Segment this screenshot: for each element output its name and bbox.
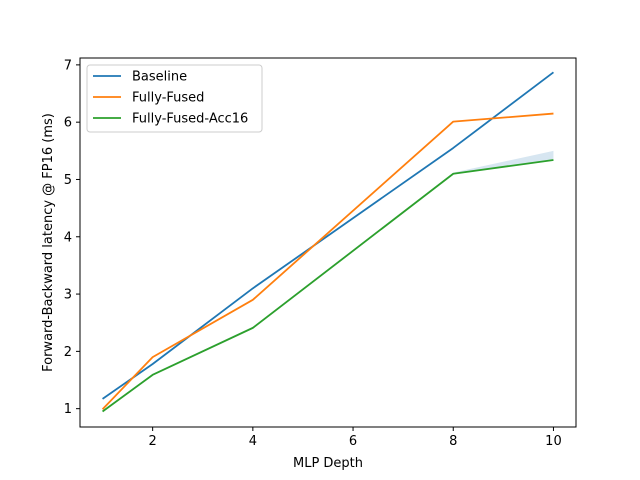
y-tick-label: 6 [64,116,72,131]
plot-frame [79,57,577,428]
x-axis-label: MLP Depth [293,456,363,471]
x-axis-ticks: 2 4 6 8 10 [149,427,562,449]
y-tick-label: 7 [64,58,72,73]
series-line [102,159,554,413]
y-axis-ticks: 1 2 3 4 5 6 7 [64,58,80,417]
series-layer [101,71,554,413]
legend-label: Fully-Fused [132,91,204,106]
x-tick-label: 6 [349,434,357,449]
series-line [101,112,554,410]
legend-label: Baseline [132,70,187,85]
y-tick-label: 4 [64,230,72,245]
legend-box [86,64,263,133]
x-tick-label: 8 [449,434,457,449]
y-axis-label: Forward-Backward latency @ FP16 (ms) [41,113,56,372]
legend-label: Fully-Fused-Acc16 [132,112,248,127]
x-tick-label: 2 [149,434,157,449]
x-tick-label: 10 [545,434,562,449]
y-tick-label: 5 [64,173,72,188]
y-tick-label: 1 [64,402,72,417]
x-tick-label: 4 [249,434,257,449]
y-tick-label: 2 [64,345,72,360]
y-tick-label: 3 [64,288,72,303]
legend: Baseline Fully-Fused Fully-Fused-Acc16 [86,64,263,133]
